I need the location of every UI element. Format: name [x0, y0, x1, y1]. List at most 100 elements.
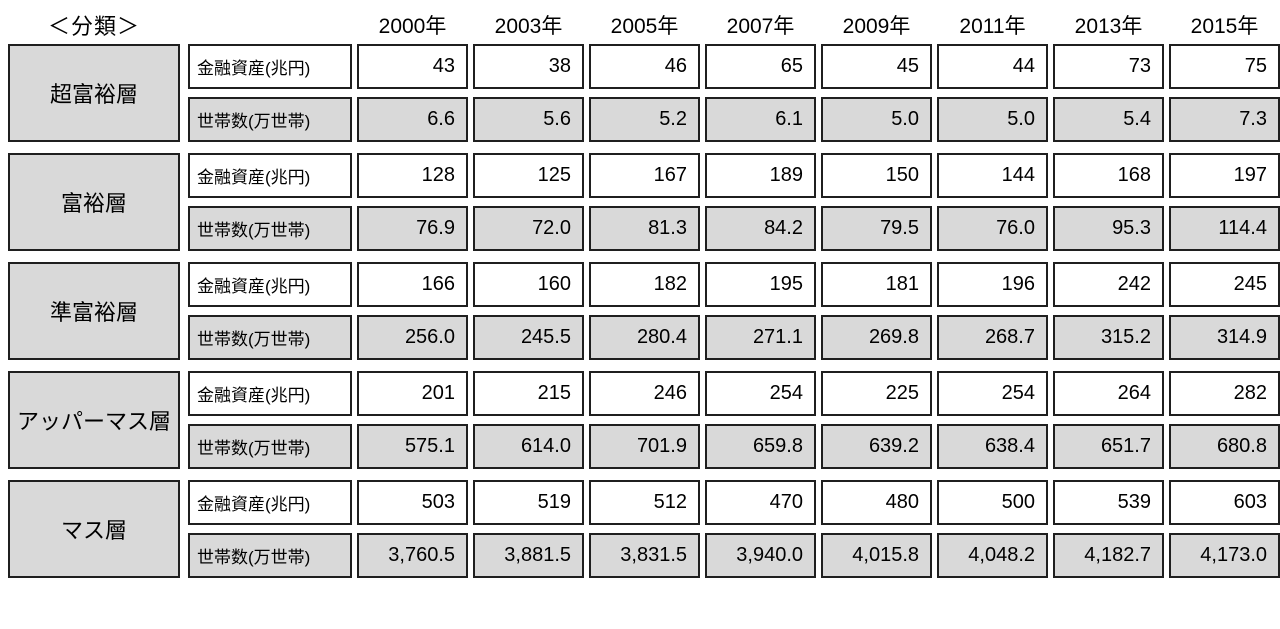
household-value-cell: 271.1	[705, 315, 816, 360]
asset-value-cell: 512	[589, 480, 700, 525]
row-label-assets: 金融資産(兆円)	[188, 371, 352, 416]
asset-value-cell: 73	[1053, 44, 1164, 89]
category-cell: 超富裕層	[8, 44, 180, 142]
household-value-cell: 114.4	[1169, 206, 1280, 251]
asset-value-cell: 195	[705, 262, 816, 307]
asset-value-cell: 125	[473, 153, 584, 198]
classification-header: ＜分類＞	[47, 14, 140, 39]
asset-value-cell: 65	[705, 44, 816, 89]
asset-value-cell: 254	[937, 371, 1048, 416]
household-value-cell: 76.0	[937, 206, 1048, 251]
category-cell: 富裕層	[8, 153, 180, 251]
household-value-cell: 79.5	[821, 206, 932, 251]
asset-value-cell: 160	[473, 262, 584, 307]
households-row: 世帯数(万世帯) 3,760.5 3,881.5 3,831.5 3,940.0…	[188, 533, 1280, 578]
group-wealthy: 富裕層 金融資産(兆円) 128 125 167 189 150 144 168…	[8, 153, 1280, 251]
category-cell: マス層	[8, 480, 180, 578]
asset-value-cell: 264	[1053, 371, 1164, 416]
asset-value-cell: 254	[705, 371, 816, 416]
row-label-households: 世帯数(万世帯)	[188, 206, 352, 251]
asset-value-cell: 246	[589, 371, 700, 416]
asset-value-cell: 225	[821, 371, 932, 416]
household-value-cell: 5.2	[589, 97, 700, 142]
asset-value-cell: 242	[1053, 262, 1164, 307]
row-label-households: 世帯数(万世帯)	[188, 97, 352, 142]
asset-value-cell: 245	[1169, 262, 1280, 307]
assets-row: 金融資産(兆円) 503 519 512 470 480 500 539 603	[188, 480, 1280, 525]
household-value-cell: 5.4	[1053, 97, 1164, 142]
asset-value-cell: 470	[705, 480, 816, 525]
household-value-cell: 639.2	[821, 424, 932, 469]
household-value-cell: 680.8	[1169, 424, 1280, 469]
asset-value-cell: 480	[821, 480, 932, 525]
household-value-cell: 4,182.7	[1053, 533, 1164, 578]
row-label-assets: 金融資産(兆円)	[188, 44, 352, 89]
asset-value-cell: 503	[357, 480, 468, 525]
assets-row: 金融資産(兆円) 201 215 246 254 225 254 264 282	[188, 371, 1280, 416]
household-value-cell: 81.3	[589, 206, 700, 251]
household-value-cell: 651.7	[1053, 424, 1164, 469]
household-value-cell: 280.4	[589, 315, 700, 360]
row-label-assets: 金融資産(兆円)	[188, 153, 352, 198]
year-header-2007: 2007年	[726, 15, 795, 38]
year-header-2013: 2013年	[1074, 15, 1143, 38]
household-value-cell: 95.3	[1053, 206, 1164, 251]
household-value-cell: 701.9	[589, 424, 700, 469]
household-value-cell: 659.8	[705, 424, 816, 469]
household-value-cell: 3,760.5	[357, 533, 468, 578]
row-label-households: 世帯数(万世帯)	[188, 315, 352, 360]
asset-value-cell: 189	[705, 153, 816, 198]
row-label-households: 世帯数(万世帯)	[188, 424, 352, 469]
row-label-assets: 金融資産(兆円)	[188, 262, 352, 307]
category-cell: アッパーマス層	[8, 371, 180, 469]
group-upper-mass: アッパーマス層 金融資産(兆円) 201 215 246 254 225 254…	[8, 371, 1280, 469]
households-row: 世帯数(万世帯) 6.6 5.6 5.2 6.1 5.0 5.0 5.4 7.3	[188, 97, 1280, 142]
household-value-cell: 315.2	[1053, 315, 1164, 360]
category-cell: 準富裕層	[8, 262, 180, 360]
household-value-cell: 5.0	[821, 97, 932, 142]
asset-value-cell: 500	[937, 480, 1048, 525]
year-header-2003: 2003年	[494, 15, 563, 38]
household-value-cell: 575.1	[357, 424, 468, 469]
asset-value-cell: 144	[937, 153, 1048, 198]
asset-value-cell: 168	[1053, 153, 1164, 198]
asset-value-cell: 43	[357, 44, 468, 89]
household-value-cell: 3,881.5	[473, 533, 584, 578]
asset-value-cell: 75	[1169, 44, 1280, 89]
asset-value-cell: 150	[821, 153, 932, 198]
household-value-cell: 256.0	[357, 315, 468, 360]
assets-row: 金融資産(兆円) 128 125 167 189 150 144 168 197	[188, 153, 1280, 198]
group-mass: マス層 金融資産(兆円) 503 519 512 470 480 500 539…	[8, 480, 1280, 578]
assets-row: 金融資産(兆円) 43 38 46 65 45 44 73 75	[188, 44, 1280, 89]
assets-row: 金融資産(兆円) 166 160 182 195 181 196 242 245	[188, 262, 1280, 307]
asset-value-cell: 182	[589, 262, 700, 307]
asset-value-cell: 128	[357, 153, 468, 198]
asset-value-cell: 167	[589, 153, 700, 198]
asset-value-cell: 201	[357, 371, 468, 416]
household-value-cell: 76.9	[357, 206, 468, 251]
household-value-cell: 7.3	[1169, 97, 1280, 142]
household-value-cell: 245.5	[473, 315, 584, 360]
household-value-cell: 614.0	[473, 424, 584, 469]
asset-value-cell: 38	[473, 44, 584, 89]
household-value-cell: 4,015.8	[821, 533, 932, 578]
asset-value-cell: 282	[1169, 371, 1280, 416]
household-value-cell: 638.4	[937, 424, 1048, 469]
asset-value-cell: 539	[1053, 480, 1164, 525]
year-header-2000: 2000年	[378, 15, 447, 38]
group-semi-wealthy: 準富裕層 金融資産(兆円) 166 160 182 195 181 196 24…	[8, 262, 1280, 360]
household-value-cell: 72.0	[473, 206, 584, 251]
year-header-2015: 2015年	[1190, 15, 1259, 38]
household-value-cell: 6.1	[705, 97, 816, 142]
households-row: 世帯数(万世帯) 575.1 614.0 701.9 659.8 639.2 6…	[188, 424, 1280, 469]
asset-value-cell: 166	[357, 262, 468, 307]
asset-value-cell: 603	[1169, 480, 1280, 525]
household-value-cell: 3,940.0	[705, 533, 816, 578]
asset-value-cell: 519	[473, 480, 584, 525]
group-ultra-wealthy: 超富裕層 金融資産(兆円) 43 38 46 65 45 44 73 75 世帯…	[8, 44, 1280, 142]
household-value-cell: 4,173.0	[1169, 533, 1280, 578]
table-header: ＜分類＞ 2000年 2003年 2005年 2007年 2009年 2011年…	[8, 6, 1280, 44]
household-value-cell: 6.6	[357, 97, 468, 142]
year-header-2005: 2005年	[610, 15, 679, 38]
asset-value-cell: 215	[473, 371, 584, 416]
